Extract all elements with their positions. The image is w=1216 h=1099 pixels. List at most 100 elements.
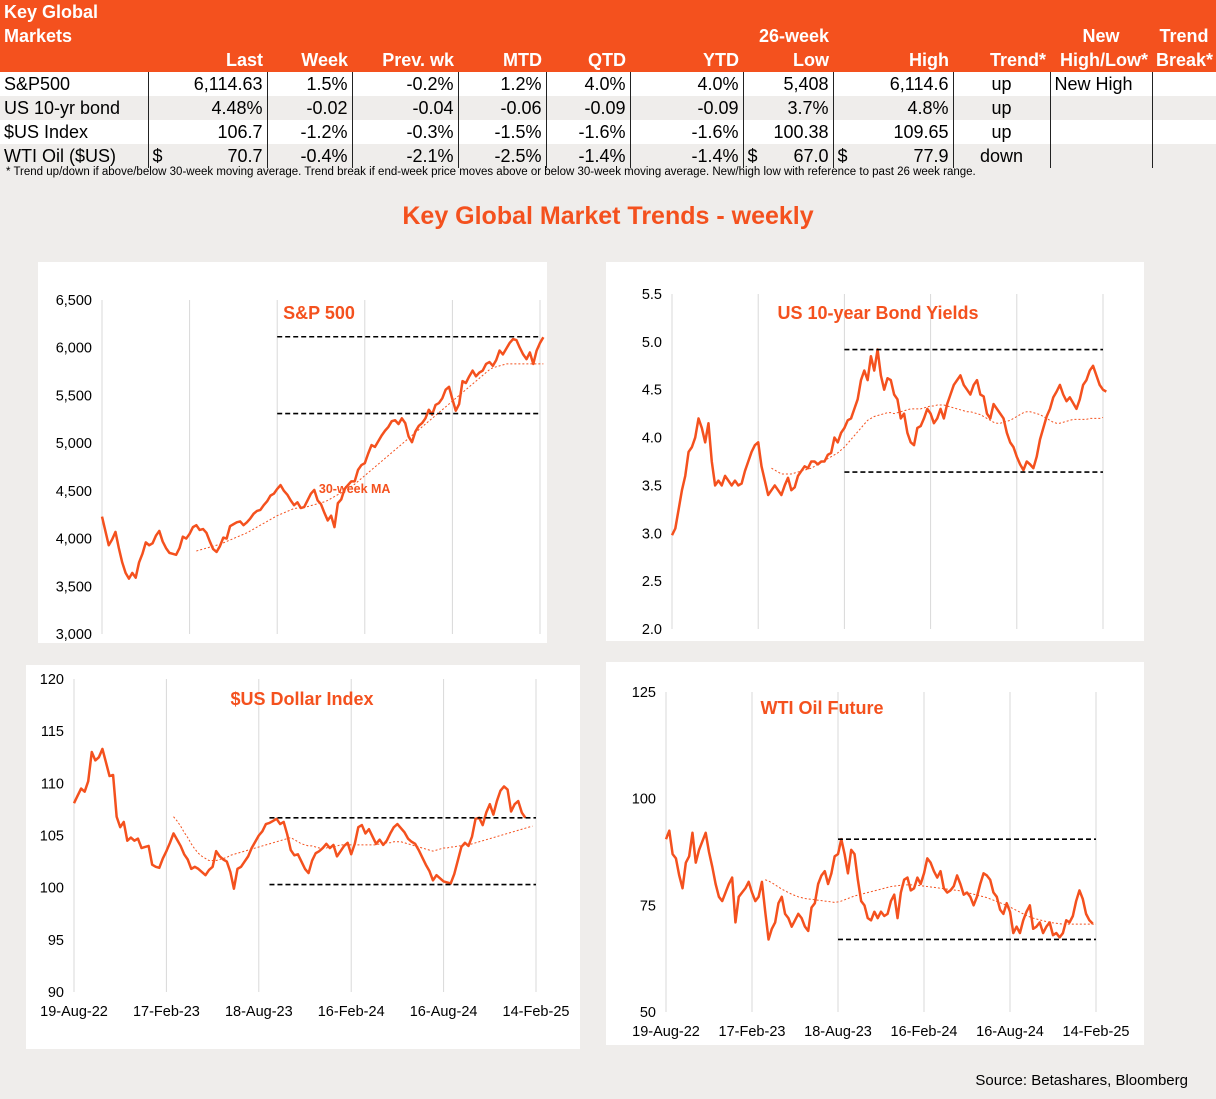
- cell-value: -0.4%: [300, 146, 348, 166]
- cell-name: S&P500: [0, 72, 148, 96]
- header-mtd: MTD: [458, 48, 546, 72]
- cell-week: -1.2%: [266, 120, 352, 144]
- cell-value: down: [979, 146, 1024, 166]
- cell-prev: -0.04: [351, 96, 458, 120]
- table-title: Key Global Markets: [0, 0, 148, 48]
- cell-value: up: [991, 122, 1012, 142]
- cell-low: 5,408: [742, 72, 833, 96]
- price-line: [100, 336, 545, 580]
- y-tick-label: 3,000: [56, 627, 92, 643]
- y-tick-label: 75: [640, 898, 656, 914]
- price-line: [664, 829, 1094, 941]
- header-new-high-low: High/Low*: [1050, 48, 1152, 72]
- y-tick-label: 115: [41, 724, 64, 740]
- header-trend-star: Trend*: [953, 48, 1050, 72]
- cell-mtd: -0.06: [457, 96, 546, 120]
- cell-name: WTI Oil ($US): [0, 144, 148, 168]
- y-tick-label: 5.0: [642, 335, 662, 351]
- price-line: [670, 348, 1107, 536]
- cell-low: 100.38: [742, 120, 833, 144]
- y-tick-label: 4,500: [56, 484, 92, 500]
- cell-last: 106.7: [147, 120, 267, 144]
- cell-brk: [1151, 72, 1216, 96]
- x-tick-label: 18-Aug-23: [225, 1004, 293, 1020]
- y-tick-label: 100: [632, 792, 656, 808]
- chart-title: US 10-year Bond Yields: [777, 303, 978, 323]
- sp500-chart-panel: 3,000 3,500 4,000 4,500 5,000 5,500 6,000 6,500…: [38, 262, 547, 643]
- currency-symbol: $: [152, 146, 163, 166]
- cell-ytd: -1.6%: [629, 120, 743, 144]
- cell-value: 6,114.63: [193, 74, 263, 94]
- cell-value: 5,408: [783, 74, 829, 94]
- cell-value: 77.9: [913, 146, 949, 166]
- cell-low: 3.7%: [742, 96, 833, 120]
- cell-value: -1.2%: [300, 122, 348, 142]
- cell-value: 4.8%: [907, 98, 949, 118]
- x-tick-label: 17-Feb-23: [133, 1004, 200, 1020]
- y-tick-label: 4.5: [642, 383, 662, 399]
- y-tick-label: 3.0: [642, 526, 662, 542]
- moving-average-line: [173, 816, 533, 862]
- y-tick-label: 105: [40, 829, 64, 845]
- x-tick-label: 14-Feb-25: [1063, 1024, 1130, 1040]
- cell-value: 4.48%: [211, 98, 263, 118]
- cell-value: 3.7%: [787, 98, 829, 118]
- cell-value: S&P500: [4, 74, 71, 94]
- cell-week: 1.5%: [266, 72, 352, 96]
- cell-prev: -0.3%: [351, 120, 458, 144]
- cell-value: -1.6%: [691, 122, 739, 142]
- header-prev-wk: Prev. wk: [352, 48, 458, 72]
- cell-qtd: -0.09: [545, 96, 630, 120]
- cell-value: 6,114.6: [889, 74, 949, 94]
- cell-value: WTI Oil ($US): [4, 146, 116, 166]
- cell-prev: -0.2%: [351, 72, 458, 96]
- x-tick-label: 16-Feb-24: [891, 1024, 958, 1040]
- cell-name: US 10-yr bond: [0, 96, 148, 120]
- usd-chart: 90 95 100 105 110 115 120 19-Aug-22 17-Feb-23 18-…: [40, 672, 570, 1020]
- y-tick-label: 110: [41, 776, 64, 792]
- currency-symbol: $: [837, 146, 848, 166]
- cell-value: $US Index: [4, 122, 89, 142]
- cell-value: -2.1%: [406, 146, 454, 166]
- chart-title: S&P 500: [283, 303, 355, 323]
- x-tick-label: 18-Aug-23: [804, 1024, 872, 1040]
- y-tick-label: 2.5: [642, 574, 662, 590]
- header-qtd: QTD: [546, 48, 630, 72]
- cell-qtd: -1.4%: [545, 144, 630, 168]
- price-line: [72, 747, 527, 890]
- cell-last: 4.48%: [147, 96, 267, 120]
- cell-value: -0.09: [697, 98, 739, 118]
- cell-brk: [1151, 96, 1216, 120]
- cell-trend: up: [952, 96, 1050, 120]
- cell-value: -1.6%: [578, 122, 626, 142]
- cell-high: 4.8%: [832, 96, 953, 120]
- cell-last: $70.7: [147, 144, 267, 168]
- wti-chart: 50 75 100 125 19-Aug-22 17-Feb-23 18-Aug-23 16-…: [632, 685, 1130, 1040]
- y-tick-label: 5,500: [56, 388, 92, 404]
- header-last: Last: [148, 48, 267, 72]
- cell-value: -2.5%: [494, 146, 542, 166]
- cell-value: 4.0%: [697, 74, 739, 94]
- chart-title: $US Dollar Index: [230, 689, 373, 709]
- ust10-chart-panel: 2.0 2.5 3.0 3.5 4.0 4.5 5.0 5.5 US 10-year Bond …: [606, 262, 1144, 641]
- table-row: $US Index 106.7 -1.2% -0.3% -1.5% -1.6% -1.6% 1…: [0, 120, 1216, 144]
- header-week: Week: [267, 48, 352, 72]
- table-row: S&P500 6,114.63 1.5% -0.2% 1.2% 4.0% 4.0% 5,408…: [0, 72, 1216, 96]
- y-tick-label: 4,000: [56, 532, 92, 548]
- cell-value: up: [991, 74, 1012, 94]
- cell-low: $67.0: [742, 144, 833, 168]
- cell-value: 109.65: [893, 122, 949, 142]
- cell-newhl: New High: [1049, 72, 1152, 96]
- currency-symbol: $: [747, 146, 758, 166]
- footnote: * Trend up/down if above/below 30-week m…: [6, 166, 976, 178]
- cell-brk: [1151, 120, 1216, 144]
- cell-value: 100.38: [773, 122, 829, 142]
- moving-average-line: [196, 363, 544, 552]
- x-tick-label: 19-Aug-22: [632, 1024, 700, 1040]
- y-tick-label: 90: [48, 985, 64, 1001]
- wti-chart-panel: 50 75 100 125 19-Aug-22 17-Feb-23 18-Aug-23 16-…: [606, 662, 1144, 1045]
- cell-name: $US Index: [0, 120, 148, 144]
- cell-value: US 10-yr bond: [4, 98, 121, 118]
- cell-last: 6,114.63: [147, 72, 267, 96]
- cell-newhl: [1049, 96, 1152, 120]
